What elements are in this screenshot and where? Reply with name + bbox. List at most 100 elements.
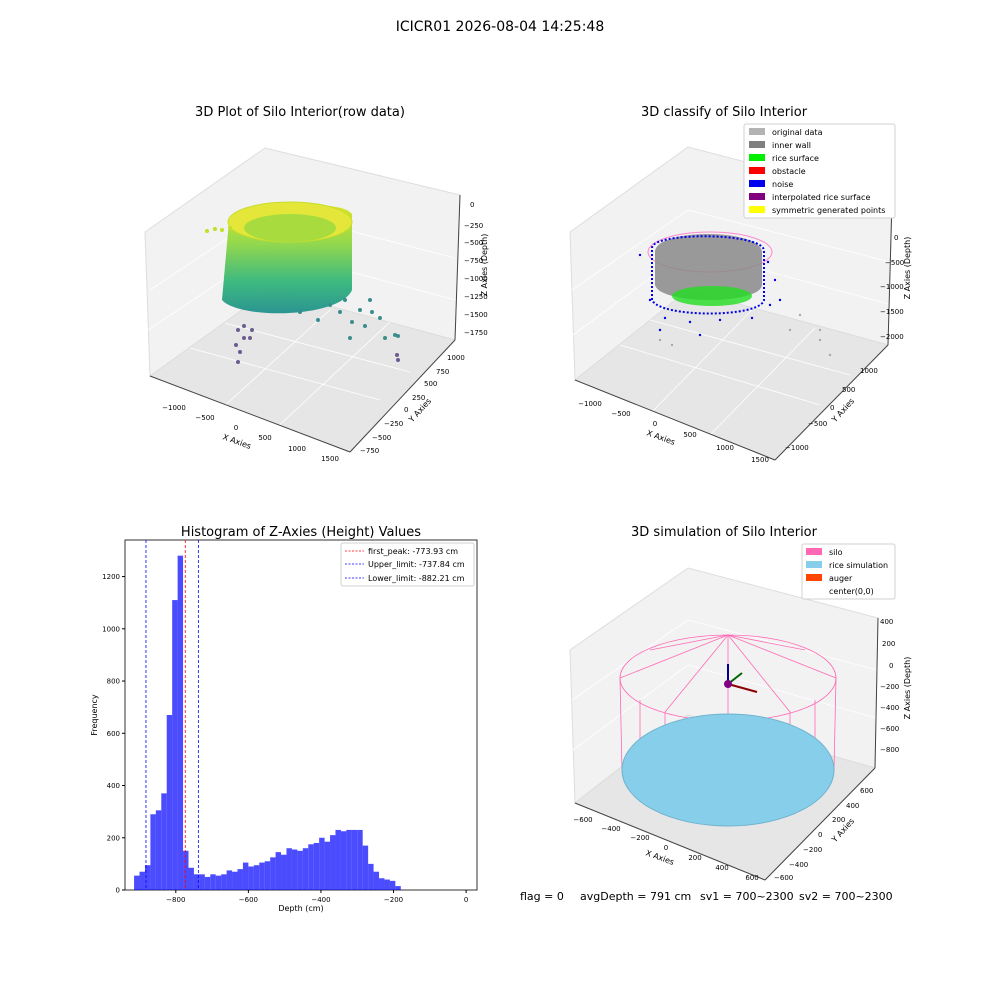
svg-text:−500: −500 — [464, 239, 483, 247]
sim-center-marker — [724, 680, 732, 688]
legend-item-auger: auger — [806, 574, 853, 583]
panel-raw-title: 3D Plot of Silo Interior(row data) — [195, 105, 405, 120]
svg-text:600: 600 — [860, 787, 873, 795]
histogram-bar — [199, 874, 205, 890]
svg-text:0: 0 — [664, 844, 668, 852]
svg-text:−600: −600 — [880, 725, 899, 733]
legend-item-interpolated-rice-surface: interpolated rice surface — [749, 193, 870, 202]
histogram-y-tick-label: 200 — [107, 834, 120, 842]
classify-z-axis-line — [887, 199, 893, 346]
histogram-bar — [384, 879, 390, 890]
svg-text:500: 500 — [842, 386, 855, 394]
histogram-plot-area — [124, 539, 478, 891]
histogram-bar — [330, 835, 336, 890]
svg-text:200: 200 — [832, 816, 845, 824]
histogram-bar — [346, 829, 352, 890]
panel-classify-title: 3D classify of Silo Interior — [641, 105, 808, 120]
histogram-bar — [161, 793, 167, 890]
classify-x-label: X Axies — [645, 428, 676, 447]
histogram-bar — [155, 810, 162, 890]
histogram-bar — [379, 878, 385, 890]
sim-y-axis-line — [764, 767, 876, 881]
classify-gray-points — [658, 313, 832, 357]
svg-text:500: 500 — [258, 434, 271, 442]
svg-text:−250: −250 — [464, 222, 483, 230]
svg-text:−1250: −1250 — [464, 293, 488, 301]
svg-text:−1000: −1000 — [785, 444, 809, 452]
svg-text:−200: −200 — [880, 683, 899, 691]
histogram-bar — [188, 867, 194, 890]
svg-text:−200: −200 — [630, 834, 649, 842]
sim-x-ticks: −600 −400 −200 0 200 400 600 — [573, 816, 758, 882]
classify-legend-box — [743, 123, 896, 219]
histogram-bar — [362, 845, 369, 890]
svg-text:1000: 1000 — [288, 445, 306, 453]
histogram-y-tick-label: 1200 — [102, 573, 120, 581]
histogram-y-label: Frequency — [90, 694, 99, 736]
histogram-bar — [389, 880, 396, 890]
raw-x-axis-line — [149, 375, 351, 453]
svg-text:−1500: −1500 — [464, 311, 488, 319]
histogram-y-ticks: 0 200 400 600 800 1000 1200 — [102, 573, 125, 895]
histogram-bar — [351, 829, 358, 890]
svg-text:−200: −200 — [803, 846, 822, 854]
svg-text:0: 0 — [653, 420, 657, 428]
svg-text:Lower_limit: -882.21 cm: Lower_limit: -882.21 cm — [368, 574, 465, 583]
histogram-legend: first_peak: -773.93 cm Upper_limit: -737… — [340, 542, 475, 587]
classify-y-axis-line — [774, 344, 889, 461]
histogram-x-tick-label: −400 — [311, 896, 330, 904]
histogram-bar — [270, 857, 276, 890]
classify-noise-band — [651, 235, 765, 315]
svg-text:400: 400 — [715, 864, 728, 872]
panel-histogram: Histogram of Z-Axies (Height) Values −80… — [90, 525, 478, 913]
histogram-bar — [237, 869, 243, 890]
histogram-bar — [183, 850, 189, 890]
histogram-y-tick-label: 800 — [107, 678, 120, 686]
svg-text:obstacle: obstacle — [772, 167, 806, 176]
histogram-bar — [324, 841, 331, 890]
svg-text:interpolated rice surface: interpolated rice surface — [772, 193, 870, 202]
svg-text:200: 200 — [688, 854, 701, 862]
svg-text:−1500: −1500 — [880, 308, 904, 316]
sim-auger-arrows — [724, 664, 758, 693]
histogram-bar — [340, 831, 347, 890]
raw-z-label: Z Axies (Depth) — [480, 234, 489, 297]
svg-text:0: 0 — [470, 201, 474, 209]
panel-classify-3d: 3D classify of Silo Interior — [569, 105, 912, 464]
svg-text:600: 600 — [745, 874, 758, 882]
raw-x-ticks: −1000 −500 0 500 1000 1500 — [162, 404, 339, 463]
svg-text:−1000: −1000 — [880, 283, 904, 291]
histogram-bar — [226, 870, 233, 890]
svg-text:center(0,0): center(0,0) — [829, 587, 874, 596]
svg-text:−600: −600 — [774, 874, 793, 882]
svg-text:0: 0 — [894, 234, 898, 242]
classify-x-ticks: −1000 −500 0 500 1000 1500 — [578, 400, 769, 464]
raw-cylinder-inner — [244, 214, 336, 242]
classify-point-cloud — [638, 231, 832, 357]
histogram-bar — [302, 848, 309, 890]
classify-x-axis-line — [574, 379, 776, 461]
histogram-y-tick-label: 400 — [107, 782, 120, 790]
svg-text:auger: auger — [829, 574, 853, 583]
svg-text:−1000: −1000 — [578, 400, 602, 408]
histogram-bar — [357, 829, 363, 890]
svg-text:inner wall: inner wall — [772, 141, 811, 150]
panel-raw-3d: 3D Plot of Silo Interior(row data) — [144, 105, 489, 463]
svg-text:−750: −750 — [360, 447, 379, 455]
svg-text:0: 0 — [234, 424, 238, 432]
histogram-bar — [172, 600, 178, 890]
svg-text:0: 0 — [818, 831, 822, 839]
svg-text:0: 0 — [404, 406, 408, 414]
histogram-legend-box — [340, 542, 475, 587]
histogram-bar — [221, 874, 227, 890]
svg-text:−1000: −1000 — [162, 404, 186, 412]
histogram-bar — [335, 829, 341, 890]
svg-text:−2000: −2000 — [880, 333, 904, 341]
sim-rice-surface — [621, 713, 835, 827]
svg-text:−250: −250 — [384, 420, 403, 428]
svg-text:−500: −500 — [372, 434, 391, 442]
raw-z-ticks: 0 −250 −500 −750 −1000 −1250 −1500 −1750 — [464, 201, 488, 337]
